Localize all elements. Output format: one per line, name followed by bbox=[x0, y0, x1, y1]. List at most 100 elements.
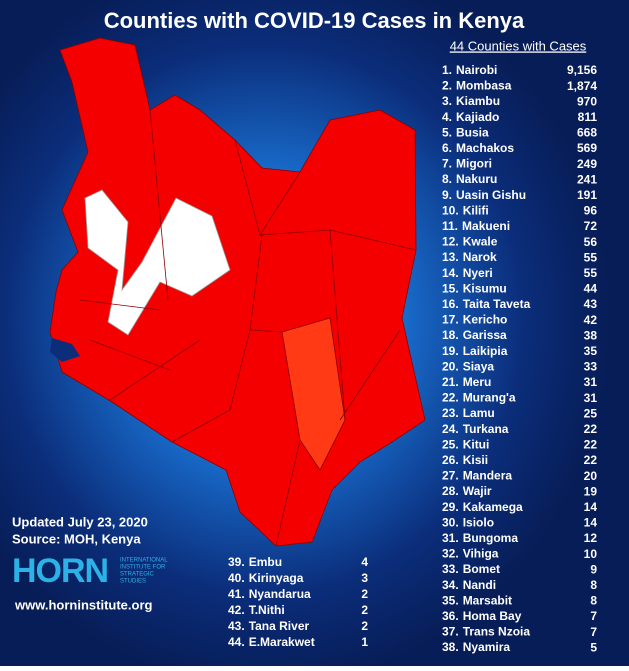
county-cases: 569 bbox=[577, 141, 597, 155]
county-cases: 241 bbox=[577, 172, 597, 186]
county-rank: 37. bbox=[442, 625, 459, 639]
county-cases: 5 bbox=[590, 640, 597, 654]
county-row: 23. Lamu bbox=[442, 406, 495, 420]
county-row: 40. Kirinyaga bbox=[228, 571, 304, 585]
county-cases: 8 bbox=[590, 578, 597, 592]
county-cases: 811 bbox=[578, 110, 598, 124]
county-rank: 12. bbox=[442, 235, 459, 249]
county-rank: 17. bbox=[442, 313, 459, 327]
county-cases: 7 bbox=[590, 625, 597, 639]
county-name: Kilifi bbox=[463, 204, 489, 218]
county-row: 28. Wajir bbox=[442, 484, 492, 498]
county-name: Mandera bbox=[463, 469, 513, 483]
county-rank: 14. bbox=[442, 266, 459, 280]
county-cases: 44 bbox=[584, 282, 598, 296]
county-rank: 43. bbox=[228, 619, 245, 633]
county-name: Narok bbox=[463, 250, 497, 264]
county-name: Siaya bbox=[463, 360, 495, 374]
county-cases: 55 bbox=[584, 266, 598, 280]
county-rank: 39. bbox=[228, 555, 245, 569]
county-cases: 12 bbox=[584, 531, 598, 545]
county-rank: 3. bbox=[442, 94, 452, 108]
county-row: 33. Bomet bbox=[442, 562, 500, 576]
county-cases: 35 bbox=[584, 344, 598, 358]
county-name: Migori bbox=[456, 157, 492, 171]
county-row: 11. Makueni bbox=[442, 219, 510, 233]
county-row: 3. Kiambu bbox=[442, 94, 500, 108]
county-cases: 31 bbox=[584, 375, 598, 389]
county-name: Meru bbox=[463, 375, 492, 389]
county-rank: 32. bbox=[442, 547, 459, 561]
county-cases: 22 bbox=[584, 453, 598, 467]
county-row: 37. Trans Nzoia bbox=[442, 625, 530, 639]
county-name: Trans Nzoia bbox=[463, 625, 531, 639]
county-row: 20. Siaya bbox=[442, 360, 494, 374]
county-row: 42. T.Nithi bbox=[228, 603, 285, 617]
county-name: Nakuru bbox=[456, 172, 497, 186]
county-name: Kericho bbox=[463, 313, 508, 327]
county-cases: 55 bbox=[584, 250, 598, 264]
kitui-region bbox=[281, 317, 346, 471]
county-name: Bomet bbox=[463, 562, 500, 576]
county-cases: 72 bbox=[584, 219, 598, 233]
county-rank: 22. bbox=[442, 391, 459, 405]
county-rank: 25. bbox=[442, 438, 459, 452]
county-cases: 191 bbox=[577, 188, 597, 202]
county-rank: 16. bbox=[442, 297, 459, 311]
county-cases: 14 bbox=[584, 516, 598, 530]
county-cases: 22 bbox=[584, 438, 598, 452]
county-row: 36. Homa Bay bbox=[442, 609, 522, 623]
county-cases: 33 bbox=[584, 360, 598, 374]
county-cases: 7 bbox=[590, 609, 597, 623]
county-name: Nyeri bbox=[463, 266, 493, 280]
county-row: 2. Mombasa bbox=[442, 79, 512, 93]
county-rank: 5. bbox=[442, 126, 452, 140]
county-rank: 29. bbox=[442, 500, 459, 514]
county-rank: 15. bbox=[442, 282, 459, 296]
county-name: Kirinyaga bbox=[249, 571, 304, 585]
logo-sub: STUDIES bbox=[120, 579, 146, 585]
county-row: 41. Nyandarua bbox=[228, 587, 311, 601]
county-cases: 2 bbox=[361, 619, 368, 633]
county-rank: 44. bbox=[228, 635, 245, 649]
county-cases: 56 bbox=[584, 235, 598, 249]
updated: Updated July 23, 2020 bbox=[12, 514, 148, 529]
county-row: 35. Marsabit bbox=[442, 594, 512, 608]
county-row: 6. Machakos bbox=[442, 141, 514, 155]
county-cases: 668 bbox=[577, 126, 597, 140]
logo-sub: INSTITUTE FOR bbox=[120, 565, 166, 571]
county-cases: 31 bbox=[584, 391, 598, 405]
county-rank: 27. bbox=[442, 469, 459, 483]
county-cases: 20 bbox=[584, 469, 598, 483]
county-rank: 28. bbox=[442, 484, 459, 498]
county-name: Machakos bbox=[456, 141, 514, 155]
county-rank: 24. bbox=[442, 422, 459, 436]
county-name: Kakamega bbox=[463, 500, 523, 514]
county-cases: 8 bbox=[590, 594, 597, 608]
county-name: Kitui bbox=[463, 438, 490, 452]
county-name: Nyamira bbox=[463, 640, 511, 654]
county-name: Uasin Gishu bbox=[456, 188, 526, 202]
county-rank: 6. bbox=[442, 141, 452, 155]
county-row: 44. E.Marakwet bbox=[228, 635, 315, 649]
county-cases: 249 bbox=[577, 157, 597, 171]
county-name: Taita Taveta bbox=[463, 297, 531, 311]
county-rank: 41. bbox=[228, 587, 245, 601]
logo: HORN bbox=[12, 552, 108, 590]
county-cases: 43 bbox=[584, 297, 598, 311]
county-cases: 2 bbox=[361, 587, 368, 601]
county-cases: 10 bbox=[584, 547, 598, 561]
county-rank: 33. bbox=[442, 562, 459, 576]
list-title: 44 Counties with Cases bbox=[450, 38, 587, 53]
county-rank: 8. bbox=[442, 172, 452, 186]
county-row: 29. Kakamega bbox=[442, 500, 523, 514]
county-cases: 4 bbox=[361, 555, 368, 569]
logo-sub: STRATEGIC bbox=[120, 572, 155, 578]
county-rank: 38. bbox=[442, 640, 459, 654]
county-rank: 19. bbox=[442, 344, 459, 358]
county-row: 19. Laikipia bbox=[442, 344, 508, 358]
county-row: 5. Busia bbox=[442, 126, 489, 140]
county-name: E.Marakwet bbox=[249, 635, 315, 649]
county-name: Nairobi bbox=[456, 63, 497, 77]
county-name: Murang'a bbox=[463, 391, 516, 405]
